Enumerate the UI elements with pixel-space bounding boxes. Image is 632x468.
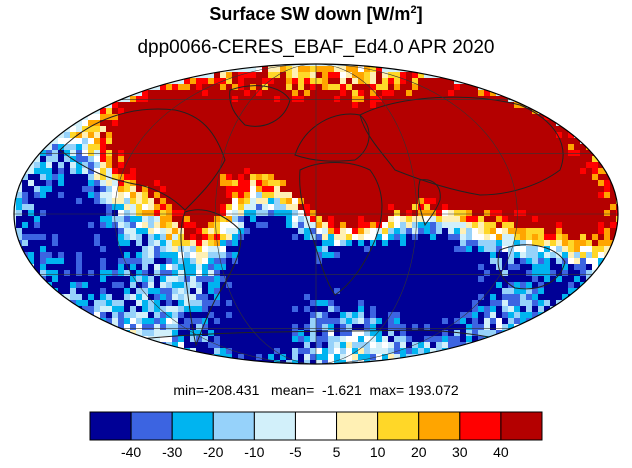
colorbar-box [89, 411, 132, 441]
colorbar-box [418, 411, 461, 441]
globe-outline [13, 63, 619, 365]
colorbar-tick-label: 40 [493, 444, 509, 460]
map-title: Surface SW down [W/m2] [209, 4, 423, 24]
colorbar-tick-label: 10 [370, 444, 386, 460]
stat-min: -208.431 [204, 382, 260, 398]
coast-india [417, 179, 441, 227]
graticule [14, 64, 618, 364]
coast-north-america [59, 108, 226, 211]
stat-mean-label: mean= [271, 382, 315, 398]
colorbar-box [500, 411, 543, 441]
meridian-line [114, 64, 518, 364]
colorbar-tick-label: -40 [121, 444, 141, 460]
colorbar-boxes [89, 411, 543, 441]
colorbar-tick-label: -30 [162, 444, 182, 460]
colorbar-tick-label: 30 [452, 444, 468, 460]
stat-max-label: max= [369, 382, 405, 398]
coast-south-america [180, 209, 242, 347]
colorbar-box [459, 411, 502, 441]
colorbar-tick-label: 5 [333, 444, 341, 460]
colorbar-box [130, 411, 173, 441]
coast-africa [299, 162, 383, 296]
coast-asia [359, 96, 564, 196]
coast-europe [294, 113, 370, 162]
colorbar-tick-label: -10 [244, 444, 264, 460]
colorbar-box [294, 411, 338, 441]
colorbar-box [377, 411, 420, 441]
map-subtitle: dpp0066-CERES_EBAF_Ed4.0 APR 2020 [137, 37, 495, 58]
stat-min-label: min= [173, 382, 205, 398]
colorbar-box [212, 411, 255, 441]
meridian-line [215, 64, 417, 364]
colorbar-box [253, 411, 296, 441]
colorbar-tick-label: -5 [289, 444, 302, 460]
colorbar-labels: -40 -30 -20 -10 -5 5 10 20 30 40 [121, 444, 509, 460]
stat-max: 193.072 [408, 382, 459, 398]
stat-mean: -1.621 [322, 382, 362, 398]
stats-line: min=-208.431 mean= -1.621 max= 193.072 [0, 382, 632, 398]
colorbar-tick-label: 20 [411, 444, 427, 460]
colorbar-tick-label: -20 [203, 444, 223, 460]
colorbar-box [171, 411, 214, 441]
colorbar-box [336, 411, 379, 441]
